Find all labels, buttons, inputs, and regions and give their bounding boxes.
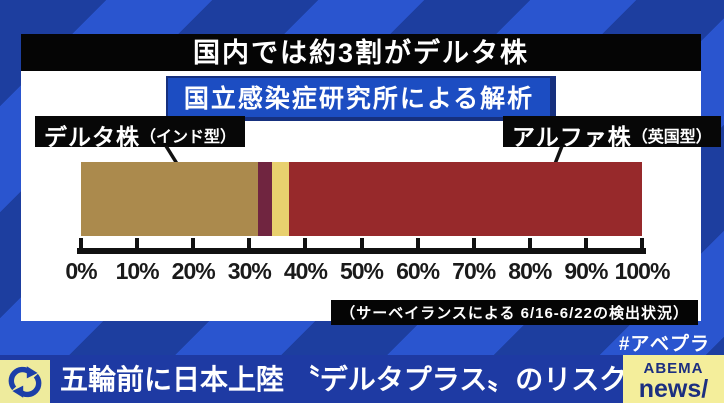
axis-tick [359,238,364,253]
axis-line [77,248,646,254]
axis-tick-label: 60% [396,258,440,284]
axis-ticks [79,238,644,253]
axis-tick-label: 0% [65,258,97,284]
source-note: （サーベイランスによる 6/16-6/22の検出状況） [331,300,698,325]
cycle-arrows-icon [8,365,42,398]
axis-tick [247,238,252,253]
axis-tick-label: 20% [171,258,216,284]
abema-news-logo: ABEMA news/ [623,355,724,403]
axis-tick [640,238,644,253]
axis-tick [191,238,196,253]
chart-card: 国内では約3割がデルタ株 国立感染症研究所による解析 デルタ株（インド型） アル… [21,34,721,325]
axis-tick-label: 90% [564,258,608,284]
chart-subtitle-row: 国立感染症研究所による解析 [21,76,701,121]
axis-tick-label: 10% [115,258,160,284]
callout-alpha-label: アルファ株（英国型） [503,116,721,150]
callout-alpha-main: アルファ株 [512,124,632,150]
axis-tick [303,238,308,253]
axis-tick-label: 80% [508,258,552,284]
stacked-bar [81,162,642,236]
hashtag-text: #アベプラ [618,334,710,355]
axis-tick [79,238,83,253]
bar-segment-1 [81,162,258,236]
abema-logo-line1: ABEMA [643,360,704,377]
bar-segment-2 [257,162,272,236]
abema-logo-line2: news/ [638,375,709,403]
callout-delta-main: デルタ株 [44,124,140,150]
axis-tick-label: 30% [227,258,272,284]
axis-tick [527,238,532,253]
callout-alpha-sub: （英国型） [631,129,712,146]
axis-tick [471,238,476,253]
axis-tick-label: 50% [339,258,384,284]
callout-delta-sub: （インド型） [140,129,237,146]
axis-tick-label: 100% [614,258,671,284]
axis-tick [583,238,588,253]
callout-delta-label: デルタ株（インド型） [35,116,246,150]
axis-tick [415,238,420,253]
axis-tick-label: 40% [283,258,328,284]
lower-third-bar [0,355,724,403]
axis-tick-label: 70% [452,258,496,284]
axis-tick-labels: 0% 10% 20% 30% 40% 50% 60% 70% 80% 90% 100% [65,258,670,286]
chart-subtitle: 国立感染症研究所による解析 [165,76,557,121]
program-bug-box [0,360,50,403]
bar-segment-4 [288,162,642,236]
chart-title-banner: 国内では約3割がデルタ株 [21,34,701,71]
axis-tick [135,238,140,253]
bar-segment-3 [271,162,289,236]
headline-text: 五輪前に日本上陸 〝デルタプラス〟のリスクは [60,364,656,395]
